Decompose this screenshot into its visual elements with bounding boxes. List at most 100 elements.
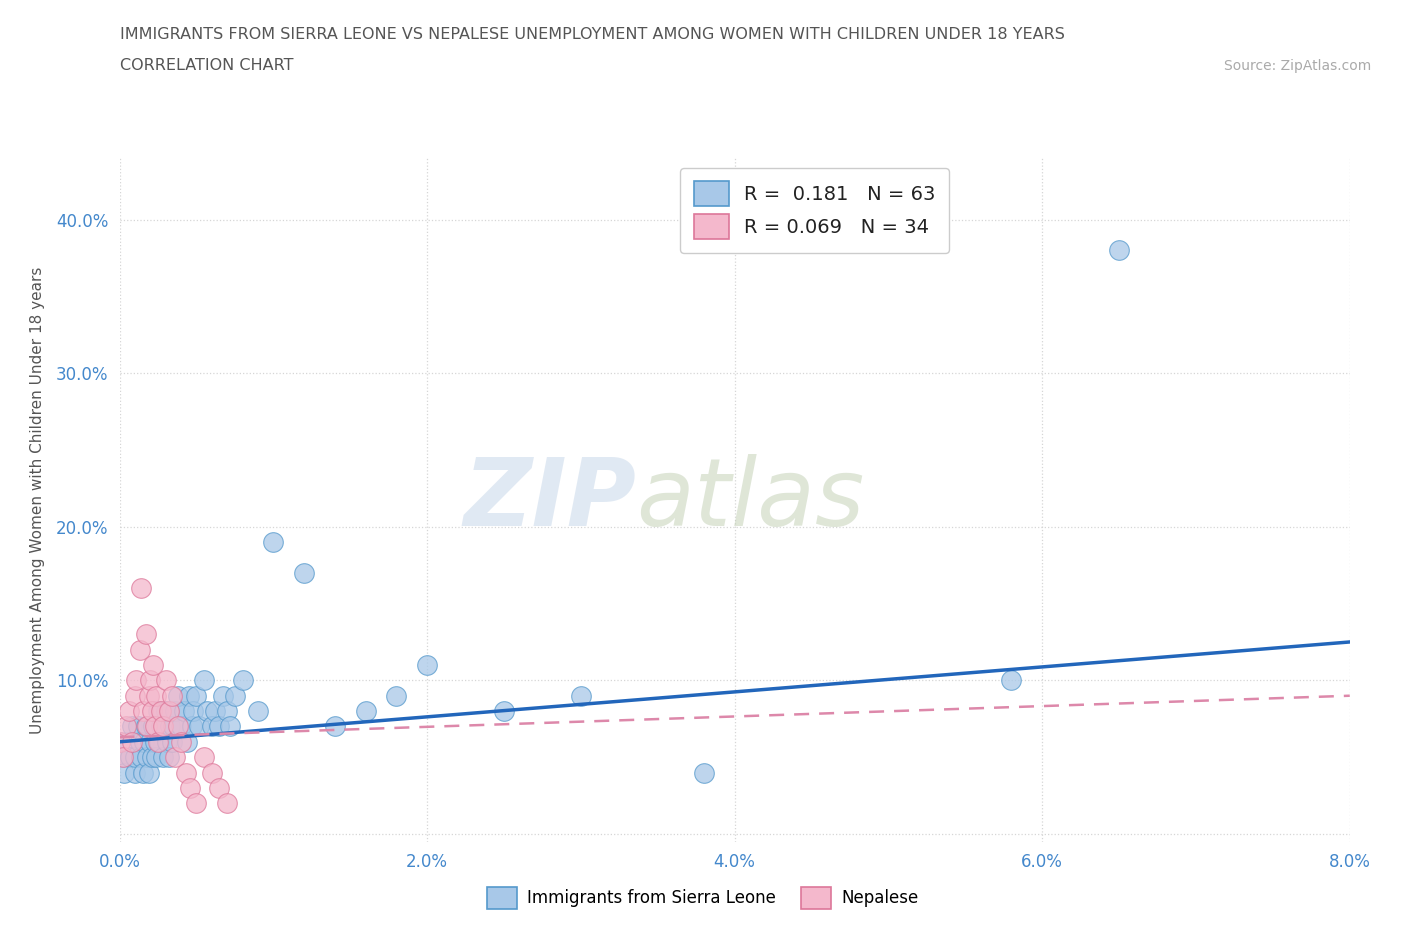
Point — [152, 719, 174, 734]
Point — [146, 704, 169, 719]
Point — [129, 750, 152, 764]
Point — [163, 704, 186, 719]
Point — [114, 719, 136, 734]
Point — [128, 735, 150, 750]
Point — [125, 673, 148, 688]
Point — [193, 673, 215, 688]
Point — [262, 535, 284, 550]
Point — [121, 719, 143, 734]
Point — [156, 735, 179, 750]
Point — [135, 627, 157, 642]
Point — [143, 719, 166, 734]
Point — [120, 750, 142, 764]
Point — [201, 765, 224, 780]
Point — [569, 688, 592, 703]
Point — [142, 658, 165, 672]
Point — [180, 719, 202, 734]
Point — [173, 704, 195, 719]
Point — [141, 750, 163, 764]
Point — [152, 750, 174, 764]
Point — [132, 735, 156, 750]
Text: Source: ZipAtlas.com: Source: ZipAtlas.com — [1223, 59, 1371, 73]
Point — [176, 735, 198, 750]
Point — [219, 719, 242, 734]
Point — [139, 673, 162, 688]
Legend: R =  0.181   N = 63, R = 0.069   N = 34: R = 0.181 N = 63, R = 0.069 N = 34 — [681, 167, 949, 253]
Point — [163, 750, 186, 764]
Point — [112, 765, 135, 780]
Point — [177, 688, 200, 703]
Point — [121, 735, 143, 750]
Point — [167, 688, 190, 703]
Point — [115, 735, 138, 750]
Text: IMMIGRANTS FROM SIERRA LEONE VS NEPALESE UNEMPLOYMENT AMONG WOMEN WITH CHILDREN : IMMIGRANTS FROM SIERRA LEONE VS NEPALESE… — [120, 27, 1064, 42]
Point — [492, 704, 515, 719]
Point — [148, 735, 170, 750]
Point — [231, 673, 254, 688]
Legend: Immigrants from Sierra Leone, Nepalese: Immigrants from Sierra Leone, Nepalese — [479, 879, 927, 917]
Point — [186, 796, 208, 811]
Point — [111, 750, 134, 764]
Text: atlas: atlas — [636, 455, 865, 545]
Point — [150, 704, 173, 719]
Point — [160, 688, 183, 703]
Point — [139, 735, 162, 750]
Point — [135, 719, 157, 734]
Point — [141, 704, 163, 719]
Y-axis label: Unemployment Among Women with Children Under 18 years: Unemployment Among Women with Children U… — [30, 266, 45, 734]
Point — [1108, 243, 1130, 258]
Point — [211, 688, 233, 703]
Point — [217, 704, 239, 719]
Point — [188, 719, 211, 734]
Point — [416, 658, 439, 672]
Point — [204, 704, 226, 719]
Point — [224, 688, 246, 703]
Point — [246, 704, 269, 719]
Point — [124, 750, 146, 764]
Point — [159, 719, 181, 734]
Point — [129, 580, 152, 595]
Point — [179, 780, 201, 795]
Point — [145, 750, 167, 764]
Point — [124, 765, 146, 780]
Point — [385, 688, 408, 703]
Point — [208, 719, 231, 734]
Point — [155, 673, 177, 688]
Point — [108, 735, 131, 750]
Point — [136, 719, 159, 734]
Text: CORRELATION CHART: CORRELATION CHART — [120, 58, 292, 73]
Point — [167, 719, 190, 734]
Point — [127, 719, 149, 734]
Point — [693, 765, 716, 780]
Point — [323, 719, 346, 734]
Point — [142, 719, 165, 734]
Point — [124, 688, 146, 703]
Point — [174, 765, 197, 780]
Point — [208, 780, 231, 795]
Point — [145, 688, 167, 703]
Point — [136, 750, 159, 764]
Point — [160, 735, 183, 750]
Point — [170, 719, 193, 734]
Point — [292, 565, 315, 580]
Point — [131, 704, 153, 719]
Point — [146, 735, 169, 750]
Point — [157, 704, 180, 719]
Point — [131, 765, 153, 780]
Point — [1000, 673, 1022, 688]
Point — [118, 704, 141, 719]
Point — [162, 719, 184, 734]
Point — [195, 704, 218, 719]
Point — [128, 643, 150, 658]
Point — [201, 719, 224, 734]
Point — [138, 688, 160, 703]
Point — [193, 750, 215, 764]
Point — [111, 750, 134, 764]
Point — [150, 719, 173, 734]
Point — [170, 735, 193, 750]
Point — [354, 704, 377, 719]
Point — [186, 688, 208, 703]
Point — [108, 735, 131, 750]
Point — [143, 735, 166, 750]
Point — [217, 796, 239, 811]
